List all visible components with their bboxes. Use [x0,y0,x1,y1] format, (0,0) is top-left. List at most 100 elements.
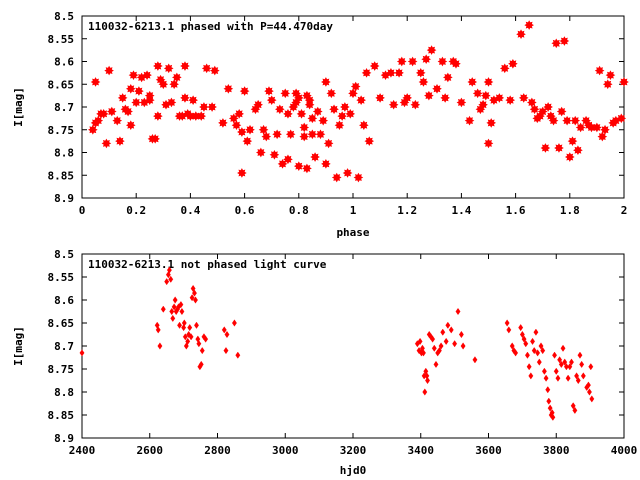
y-tick-label: 8.85 [48,169,75,182]
data-point [153,111,163,121]
data-point [499,63,510,74]
data-point [296,109,307,119]
y-tick-label: 8.55 [48,271,75,284]
x-tick-label: 1.6 [506,204,526,217]
data-point [181,324,187,332]
data-point [540,347,546,355]
data-point [164,278,170,286]
data-point [125,120,136,131]
data-point [440,93,450,103]
data-point [375,93,385,103]
data-point [573,145,583,156]
data-point [431,344,437,352]
data-point [331,172,342,183]
data-point [231,120,242,131]
data-point [128,70,139,80]
data-point [443,72,453,83]
data-point [509,342,515,350]
x-tick-label: 0.4 [180,204,200,217]
data-point [586,122,597,133]
data-point [323,138,334,149]
data-point [221,326,227,334]
data-point [550,413,556,421]
data-point [253,99,263,110]
data-point [417,337,423,345]
data-point [329,104,339,115]
data-point [546,397,552,405]
data-point [551,38,562,49]
data-point [543,374,549,382]
x-tick-label: 0.8 [289,204,309,217]
data-point [565,374,571,382]
data-point [350,81,361,92]
data-point [562,358,568,366]
data-point [480,90,491,101]
data-point [299,131,310,142]
data-point [307,113,318,124]
data-point [223,83,234,94]
y-tick-label: 8.85 [48,409,75,422]
data-point [486,118,497,128]
data-point [557,356,563,364]
data-point [579,360,585,368]
data-point [396,56,407,67]
data-point [218,118,228,128]
data-point [203,335,209,343]
data-point [207,102,217,112]
data-point [421,349,426,357]
data-point [228,113,239,124]
data-point [572,406,578,414]
data-point [182,333,188,341]
x-tick-label: 2800 [204,444,231,457]
data-point [245,124,255,135]
data-point [580,372,586,380]
data-point [269,149,280,160]
data-point [337,111,347,121]
x-tick-label: 1.8 [560,204,580,217]
data-point [556,106,567,117]
data-point [315,129,326,140]
data-point [169,307,175,316]
data-point [153,61,163,71]
y-tick-label: 8.8 [54,386,74,399]
data-point [134,86,144,96]
data-point [455,307,461,316]
data-point [98,109,109,119]
data-point [597,131,608,142]
data-point [560,344,566,352]
data-point [440,328,446,336]
data-point [310,152,320,162]
data-point [179,307,185,316]
data-point [555,374,561,382]
data-point [577,351,583,359]
data-point [562,115,572,126]
data-point [199,347,205,355]
data-point [272,129,282,140]
data-point [410,99,421,110]
data-point [445,321,451,329]
data-point [402,93,413,103]
data-point [198,360,204,368]
data-point [196,111,207,121]
data-point [304,99,315,110]
y-tick-label: 8.7 [54,340,74,353]
data-point [188,333,194,341]
data-point [275,104,285,115]
x-axis-label: hjd0 [340,464,367,477]
data-point [112,115,123,126]
y-tick-label: 8.6 [54,294,74,307]
data-point [237,127,247,137]
data-point [533,328,539,336]
data-point [456,97,467,108]
data-point [541,367,547,375]
data-point [345,109,356,119]
x-tick-label: 2600 [137,444,164,457]
x-tick-label: 0.6 [235,204,255,217]
data-point [169,79,179,90]
data-point [472,356,478,364]
data-point [340,102,350,112]
data-point [451,58,461,69]
data-point [293,161,304,171]
data-point [478,99,488,110]
